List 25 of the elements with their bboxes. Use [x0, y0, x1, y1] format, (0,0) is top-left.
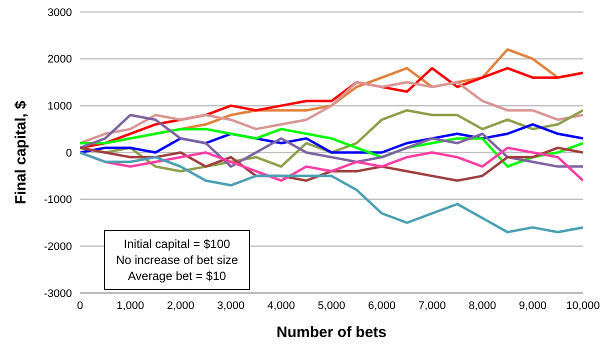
y-tick-label: 0 — [66, 147, 72, 160]
x-tick-label: 2,000 — [166, 300, 194, 312]
x-tick-label: 0 — [76, 300, 84, 312]
line-series — [80, 81, 583, 144]
x-tick-label: 6,000 — [368, 300, 396, 312]
y-tick-label: -2000 — [44, 241, 72, 254]
x-axis-title: Number of bets — [276, 324, 387, 341]
x-tick-label: 3,000 — [217, 300, 245, 312]
x-tick-label: 5,000 — [318, 300, 346, 312]
x-tick-label: 8,000 — [468, 300, 496, 312]
y-tick-label: -1000 — [44, 194, 72, 206]
x-tick-label: 1,000 — [116, 300, 144, 312]
y-tick-label: 3000 — [48, 6, 72, 19]
annotation: Average bet = $10 — [126, 268, 228, 284]
x-tick-label: 4,000 — [267, 300, 295, 312]
x-tick-label: 10,000 — [566, 300, 600, 312]
annotation: No increase of bet size — [114, 252, 240, 268]
x-tick-label: 9,000 — [518, 300, 546, 312]
y-tick-label: 1000 — [48, 100, 72, 113]
y-tick-label: -3000 — [44, 288, 72, 300]
y-axis-title: Final capital, $ — [12, 100, 30, 204]
line-series — [80, 151, 583, 234]
y-tick-label: 2000 — [48, 54, 72, 66]
x-tick-label: 7,000 — [418, 300, 446, 312]
annotation: Initial capital = $100 — [122, 236, 232, 252]
